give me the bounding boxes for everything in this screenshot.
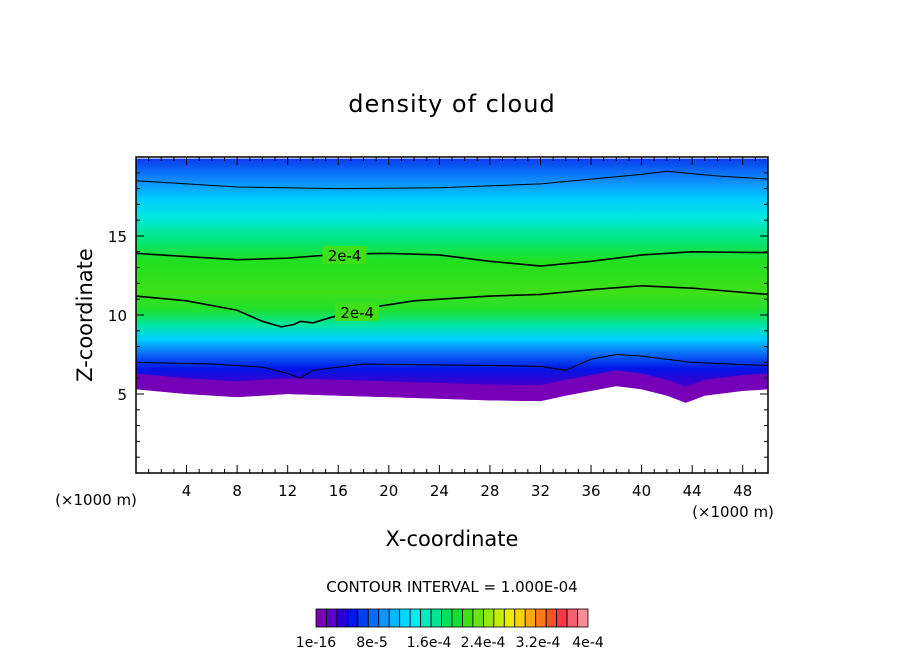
y-axis-ticks: 5 10 15 [108, 172, 768, 458]
x-tick-label: 16 [329, 482, 348, 500]
colorbar-swatch [514, 608, 526, 628]
colorbar-swatch [577, 608, 589, 628]
contour-label-bg [322, 245, 367, 264]
colorbar-swatch [420, 608, 432, 628]
cloud-density-field [136, 158, 768, 403]
x-tick-label: 36 [581, 482, 600, 500]
colorbar-swatch [315, 608, 327, 628]
x-tick-label: 48 [733, 482, 752, 500]
colorbar-swatch [493, 608, 505, 628]
colorbar-swatch [556, 608, 568, 628]
x-tick-label: 32 [531, 482, 550, 500]
plot-area [136, 158, 768, 403]
x-axis-label: X-coordinate [386, 527, 519, 551]
x-tick-label: 40 [632, 482, 651, 500]
chart-title: density of cloud [348, 90, 555, 118]
colorbar-swatch [357, 608, 369, 628]
y-tick-label: 10 [108, 307, 127, 325]
contour-interval-text: CONTOUR INTERVAL = 1.000E-04 [326, 578, 577, 596]
colorbar [315, 608, 589, 628]
contour-label-bg [335, 302, 380, 321]
colorbar-swatch [409, 608, 422, 628]
x-tick-label: 44 [683, 482, 702, 500]
colorbar-swatch [462, 608, 474, 628]
y-tick-label: 5 [117, 386, 127, 404]
colorbar-swatch [472, 608, 484, 628]
colorbar-swatch [326, 608, 338, 628]
colorbar-tick-label: 1e-16 [296, 635, 336, 651]
contour-label: 2e-4 [328, 247, 362, 265]
colorbar-swatch [566, 608, 578, 628]
contour-line [136, 170, 768, 190]
x-tick-label: 12 [278, 482, 297, 500]
colorbar-tick-label: 8e-5 [356, 635, 387, 651]
colorbar-swatch [346, 608, 359, 628]
colorbar-swatch [535, 608, 547, 628]
colorbar-labels: 1e-16 8e-5 1.6e-4 2.4e-4 3.2e-4 4e-4 [296, 635, 604, 651]
colorbar-tick-label: 3.2e-4 [516, 635, 561, 651]
colorbar-swatch [482, 608, 495, 628]
x-tick-label: 24 [430, 482, 449, 500]
contour-label: 2e-4 [340, 304, 374, 322]
colorbar-tick-label: 4e-4 [572, 635, 604, 651]
x-unit-right: (×1000 m) [692, 503, 774, 521]
colorbar-swatch [336, 608, 348, 628]
colorbar-swatch [503, 608, 516, 628]
contour-line [136, 250, 768, 267]
y-tick-label: 15 [108, 228, 127, 246]
cloud-base-band [136, 370, 768, 403]
colorbar-swatch [367, 608, 380, 628]
x-tick-label: 28 [480, 482, 499, 500]
colorbar-swatch [430, 608, 442, 628]
colorbar-swatch [399, 608, 411, 628]
x-tick-label: 20 [379, 482, 398, 500]
y-axis-label: Z-coordinate [73, 248, 97, 382]
colorbar-tick-label: 1.6e-4 [407, 635, 452, 651]
colorbar-swatch [524, 608, 537, 628]
x-tick-label: 8 [232, 482, 242, 500]
x-axis-ticks: 4 8 12 16 20 24 28 32 36 40 44 48 [148, 157, 756, 500]
contour-labels: 2e-4 2e-4 [322, 245, 380, 322]
colorbar-swatch [451, 608, 463, 628]
colorbar-swatch [545, 608, 558, 628]
colorbar-tick-label: 2.4e-4 [461, 635, 506, 651]
contour-line [136, 353, 768, 379]
colorbar-swatch [388, 608, 401, 628]
contour-lines [136, 170, 768, 379]
x-unit-left: (×1000 m) [55, 491, 137, 509]
x-tick-label: 4 [182, 482, 192, 500]
colorbar-swatch [441, 608, 453, 628]
colorbar-swatch [378, 608, 390, 628]
contour-line [136, 284, 768, 328]
